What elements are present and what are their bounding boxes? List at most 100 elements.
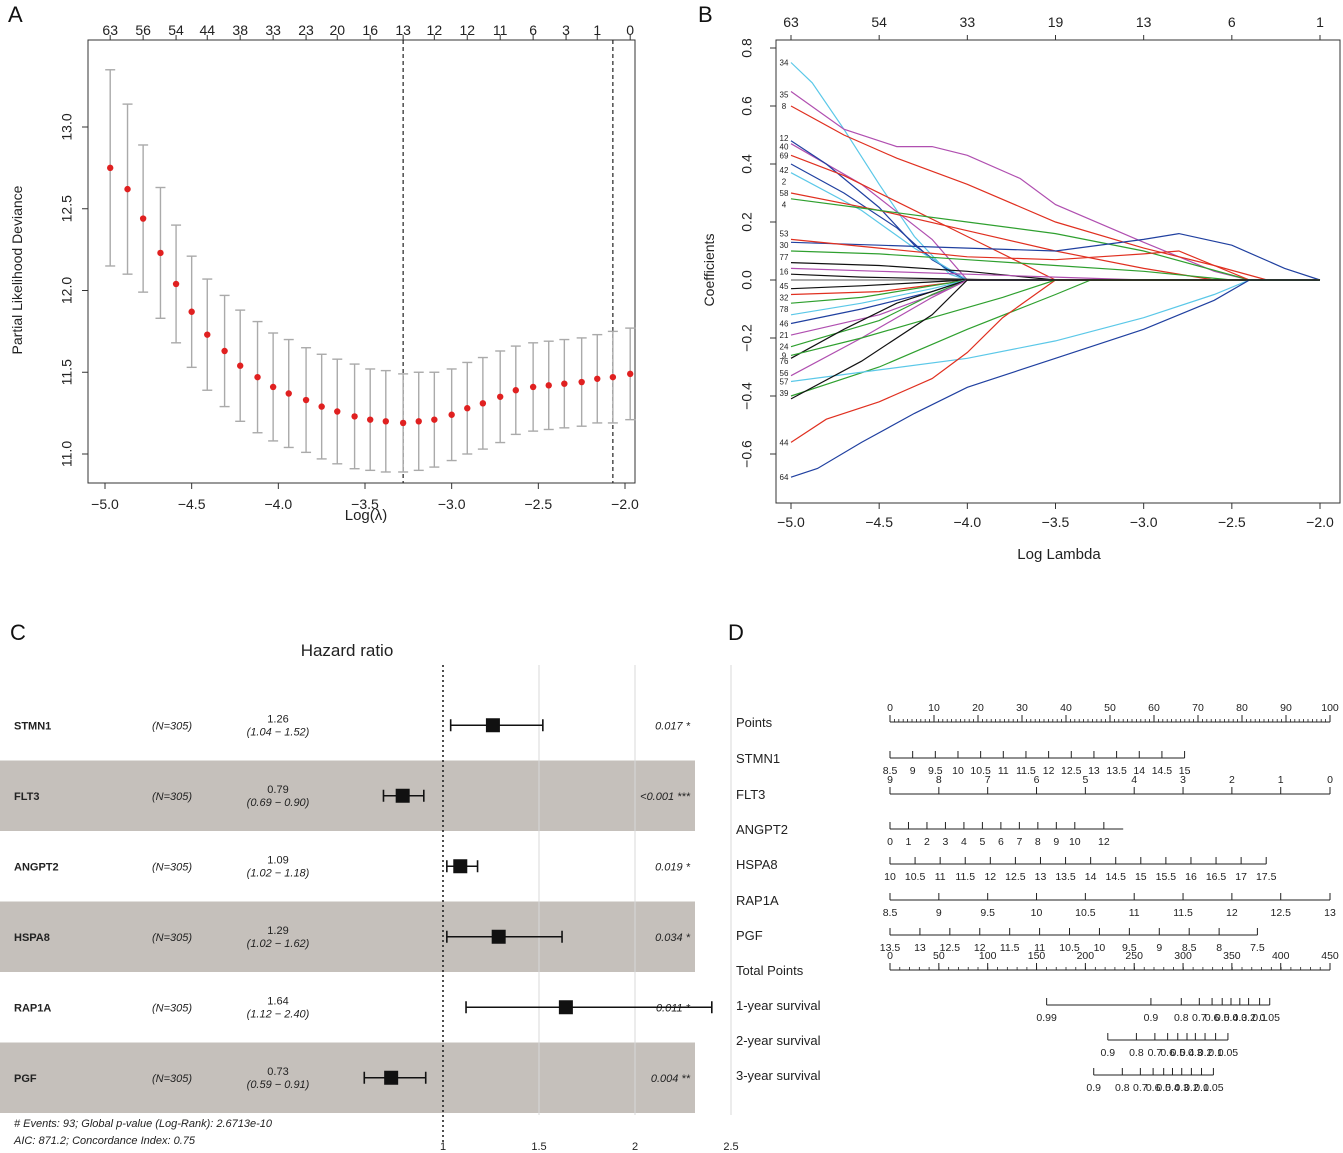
- panel-d-scale-label: 1-year survival: [736, 998, 821, 1013]
- panel-b-series-label: 9: [782, 351, 787, 360]
- panel-b-frame: [775, 39, 1341, 504]
- panel-b-x-label: Log Lambda: [1017, 546, 1101, 563]
- panel-d-tick-label: 0.7: [1148, 1047, 1163, 1059]
- panel-a-top-tick-label: 6: [529, 22, 537, 38]
- panel-d-tick-label: 0.2: [1241, 1012, 1256, 1024]
- panel-b-series-line-8: [790, 192, 1320, 281]
- panel-d-tick-label: 14: [1133, 765, 1145, 777]
- panel-d-tick-label: 3: [1180, 774, 1186, 786]
- panel-d-tick-label: 0.4: [1180, 1047, 1195, 1059]
- panel-a-point: [594, 375, 601, 382]
- panel-b-y-tick-label: 0.6: [739, 96, 755, 116]
- panel-a-y-tick-label: 11.5: [59, 359, 75, 385]
- panel-a-point: [269, 383, 277, 391]
- panel-b-x-tick-label: −4.5: [865, 514, 893, 530]
- panel-c-hr-marker: [453, 859, 468, 874]
- panel-a-x-label: Log(λ): [345, 507, 388, 524]
- panel-b-series-label: 77: [780, 253, 789, 262]
- panel-b-x-tick-label: −3.5: [1042, 514, 1070, 530]
- panel-a-top-tick-label: 56: [135, 22, 151, 38]
- panel-d-tick-label: 9: [1053, 836, 1059, 848]
- panel-d-scale-label: PGF: [736, 928, 763, 943]
- panel-b-series-label: 46: [780, 320, 789, 329]
- panel-c-row-hr: 1.29: [267, 925, 288, 937]
- panel-a-point: [561, 380, 568, 387]
- panel-c-row-shade: [0, 901, 695, 972]
- panel-d-scale-label: Total Points: [736, 963, 804, 978]
- panel-d-tick-label: 9: [1156, 942, 1162, 954]
- panel-d-tick-label: 11.5: [1173, 907, 1193, 919]
- panel-a-point: [464, 405, 471, 412]
- panel-c-row-n: (N=305): [152, 932, 192, 944]
- panel-c-x-tick-label: 1.5: [531, 1141, 546, 1153]
- panel-c-row-p: 0.034 *: [655, 932, 691, 944]
- panel-d-tick-label: 11: [1129, 907, 1140, 919]
- panel-b-series-line-5: [790, 154, 1320, 281]
- panel-d-tick-label: 150: [1028, 950, 1046, 962]
- panel-c-row-hr: 1.26: [267, 713, 288, 725]
- panel-d-tick-label: 0: [1327, 774, 1333, 786]
- panel-c-hr-marker: [491, 929, 506, 944]
- panel-d-tick-label: 10: [884, 871, 896, 883]
- panel-b-top-tick-label: 13: [1136, 14, 1152, 30]
- panel-c-row-p: 0.017 *: [655, 720, 691, 732]
- panel-b-series-label: 30: [780, 241, 789, 250]
- panel-d-tick-label: 9: [936, 907, 942, 919]
- panel-b-y-tick-label: −0.6: [739, 440, 755, 468]
- panel-d-tick-label: 15.5: [1156, 871, 1177, 883]
- panel-b-top-tick-label: 6: [1228, 14, 1236, 30]
- panel-a-point: [351, 413, 358, 420]
- panel-d-tick-label: 50: [1104, 702, 1116, 714]
- panel-d-tick-label: 14: [1085, 871, 1097, 883]
- panel-a-top-tick-label: 33: [265, 22, 281, 38]
- panel-a-x-tick-label: −5.0: [91, 496, 119, 512]
- panel-a-frame: [87, 39, 636, 484]
- panel-a-point: [448, 411, 455, 418]
- panel-d-tick-label: 6: [998, 836, 1004, 848]
- panel-d-tick-label: 5: [979, 836, 985, 848]
- panel-b-y-tick-label: −0.4: [739, 382, 755, 410]
- panel-a-point: [415, 418, 422, 425]
- panel-d-tick-label: 12.5: [1005, 871, 1026, 883]
- panel-a-top-tick-label: 3: [562, 22, 570, 38]
- panel-d-tick-label: 12: [1098, 836, 1110, 848]
- panel-d-tick-label: 6: [1034, 774, 1040, 786]
- panel-b-series-label: 24: [780, 343, 789, 352]
- panel-a-top-tick-label: 16: [362, 22, 378, 38]
- panel-d-tick-label: 30: [1016, 702, 1028, 714]
- panel-d-tick-label: 12: [1226, 907, 1238, 919]
- panel-c-row-name: ANGPT2: [14, 861, 59, 873]
- panel-a-point: [204, 331, 211, 338]
- panel-b-x-tick-label: −2.0: [1306, 514, 1334, 530]
- panel-d-tick-label: 17: [1235, 871, 1247, 883]
- panel-d-tick-label: 0.4: [1165, 1082, 1180, 1094]
- panel-d-tick-label: 4: [1131, 774, 1137, 786]
- panel-c-row-shade: [0, 760, 695, 831]
- panel-b-series-label: 12: [780, 134, 789, 143]
- panel-c-hr-marker: [485, 718, 500, 733]
- panel-d-scale-label: STMN1: [736, 751, 780, 766]
- panel-d-tick-label: 0.5: [1170, 1047, 1185, 1059]
- panel-a-point: [124, 185, 131, 193]
- panel-d-tick-label: 11.5: [955, 871, 975, 883]
- panel-b-y-tick-label: 0.4: [739, 154, 755, 174]
- panel-b-series-line-11: [790, 238, 1320, 281]
- panel-a-x-tick-label: −3.5: [351, 496, 379, 512]
- panel-a-point: [545, 382, 552, 389]
- panel-d-tick-label: 400: [1272, 950, 1290, 962]
- panel-c-row-hr: 0.79: [267, 784, 288, 796]
- panel-d-tick-label: 11: [935, 871, 946, 883]
- panel-d-tick-label: 8: [1216, 942, 1222, 954]
- panel-d-tick-label: 100: [1321, 702, 1339, 714]
- panel-d-tick-label: 13: [1088, 765, 1100, 777]
- panel-d-scale-label: 2-year survival: [736, 1033, 821, 1048]
- panel-d-tick-label: 8.5: [1182, 942, 1197, 954]
- panel-d-tick-label: 4: [961, 836, 967, 848]
- panel-c-row-shade: [0, 1042, 695, 1113]
- panel-c-row-n: (N=305): [152, 1073, 192, 1085]
- panel-b-series-label: 45: [780, 282, 789, 291]
- panel-d-tick-label: 10.5: [1075, 907, 1096, 919]
- panel-d-tick-label: 7.5: [1250, 942, 1265, 954]
- panel-d-tick-label: 10: [1069, 836, 1081, 848]
